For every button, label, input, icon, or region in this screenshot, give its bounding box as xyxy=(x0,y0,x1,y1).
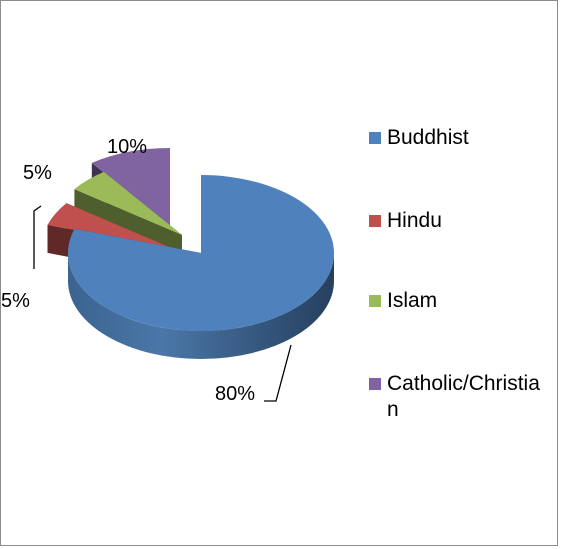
legend-item-buddhist: Buddhist xyxy=(369,125,547,151)
slice-top xyxy=(91,148,170,226)
legend-swatch xyxy=(369,132,381,144)
legend-label: Buddhist xyxy=(387,126,469,149)
slice-top xyxy=(47,203,174,249)
data-label-islam: 5% xyxy=(23,162,52,184)
pie-slice-buddhist xyxy=(67,175,335,359)
legend-item-catholic-christian: Catholic/Christian xyxy=(369,371,547,423)
data-label-hindu: 5% xyxy=(1,290,30,312)
data-label-buddhist: 80% xyxy=(215,383,255,405)
slice-top xyxy=(74,171,182,235)
legend-label: Catholic/Christian xyxy=(387,372,540,421)
slice-top xyxy=(67,175,335,331)
leader-line-buddhist xyxy=(264,344,292,402)
legend-swatch xyxy=(369,378,381,390)
leader-line-hindu xyxy=(33,205,42,269)
data-label-catholic-christian: 10% xyxy=(107,136,147,158)
legend-item-islam: Islam xyxy=(369,288,547,314)
legend-item-hindu: Hindu xyxy=(369,208,547,234)
slice-side xyxy=(68,253,334,359)
legend-label: Hindu xyxy=(387,209,442,232)
legend-label: Islam xyxy=(387,289,438,312)
legend-swatch xyxy=(369,215,381,227)
legend-swatch xyxy=(369,295,381,307)
